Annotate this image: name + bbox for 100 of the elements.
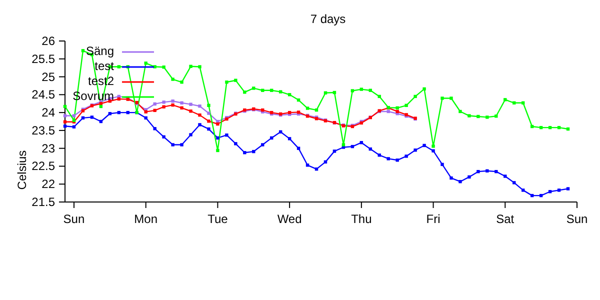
point	[350, 89, 354, 92]
point	[450, 176, 453, 180]
legend-label: test	[94, 59, 114, 74]
point	[162, 135, 166, 138]
point	[180, 80, 184, 84]
point	[72, 114, 76, 118]
point	[468, 175, 471, 179]
point	[476, 114, 480, 118]
y-tick-label: 23.5	[32, 123, 56, 138]
point	[342, 143, 346, 146]
point	[243, 90, 246, 94]
point	[144, 116, 148, 120]
point	[432, 149, 435, 152]
x-tick-label: Thu	[351, 212, 372, 226]
point	[414, 148, 417, 152]
point	[171, 143, 174, 146]
point	[450, 96, 453, 100]
point	[486, 169, 489, 172]
point	[207, 120, 210, 123]
y-tick-label: 21.5	[32, 195, 56, 209]
y-tick-label: 22	[42, 177, 56, 192]
y-axis-title: Celsius	[15, 149, 29, 192]
point	[504, 174, 507, 178]
point	[216, 122, 220, 126]
point	[162, 100, 166, 104]
y-tick-label: 24.5	[32, 88, 56, 102]
point	[486, 116, 489, 119]
point	[288, 137, 292, 140]
x-tick-label: Sun	[566, 212, 588, 226]
point	[216, 136, 220, 140]
point	[171, 100, 174, 103]
point	[306, 106, 310, 110]
point	[296, 146, 300, 150]
point	[198, 123, 202, 126]
point	[207, 104, 210, 107]
point	[90, 116, 94, 119]
point	[278, 90, 282, 94]
point	[404, 104, 408, 107]
point	[153, 127, 156, 130]
point	[153, 102, 156, 106]
point	[81, 49, 85, 52]
point	[414, 94, 417, 98]
point	[440, 162, 444, 166]
point	[522, 188, 525, 192]
x-tick-label: Tue	[208, 212, 228, 226]
point	[360, 88, 364, 91]
point	[494, 170, 498, 174]
point	[261, 143, 264, 146]
x-tick-label: Wed	[277, 212, 302, 226]
point	[557, 188, 561, 192]
point	[216, 148, 220, 152]
point	[198, 104, 202, 108]
chart-title: 7 days	[309, 12, 347, 26]
point	[207, 112, 210, 115]
point	[234, 142, 238, 146]
point	[171, 78, 174, 81]
point	[386, 157, 390, 160]
point	[180, 101, 184, 104]
point	[63, 114, 67, 118]
point	[180, 106, 184, 110]
y-tick-label: 26	[42, 34, 56, 48]
y-tick-label: 23	[42, 141, 56, 156]
legend-label: Säng	[86, 44, 114, 59]
point	[422, 144, 426, 148]
point	[468, 114, 471, 118]
point	[440, 96, 444, 100]
x-tick-label: Mon	[134, 212, 158, 226]
point	[198, 65, 202, 68]
point	[189, 102, 192, 106]
point	[225, 80, 228, 84]
point	[225, 133, 228, 137]
y-tick-label: 24	[42, 106, 56, 120]
x-tick-label: Sun	[63, 212, 85, 226]
point	[198, 113, 202, 117]
point	[476, 170, 480, 174]
point	[252, 86, 256, 90]
point	[180, 143, 184, 146]
point	[171, 103, 174, 107]
point	[162, 105, 166, 108]
point	[422, 87, 426, 91]
point	[189, 64, 192, 68]
x-tick-label: Fri	[426, 212, 440, 226]
point	[566, 187, 570, 190]
x-tick-label: Sat	[496, 212, 515, 226]
point	[432, 144, 435, 148]
point	[189, 133, 192, 136]
point	[117, 65, 120, 68]
point	[494, 114, 498, 118]
point	[458, 180, 462, 184]
point	[504, 98, 507, 102]
point	[288, 93, 292, 96]
point	[189, 110, 192, 113]
y-tick-label: 25.5	[32, 52, 56, 66]
point	[153, 108, 156, 112]
point	[332, 150, 336, 153]
point	[144, 62, 148, 65]
point	[234, 78, 238, 82]
point	[207, 127, 210, 131]
point	[153, 65, 156, 68]
y-tick-label: 25	[42, 70, 56, 84]
